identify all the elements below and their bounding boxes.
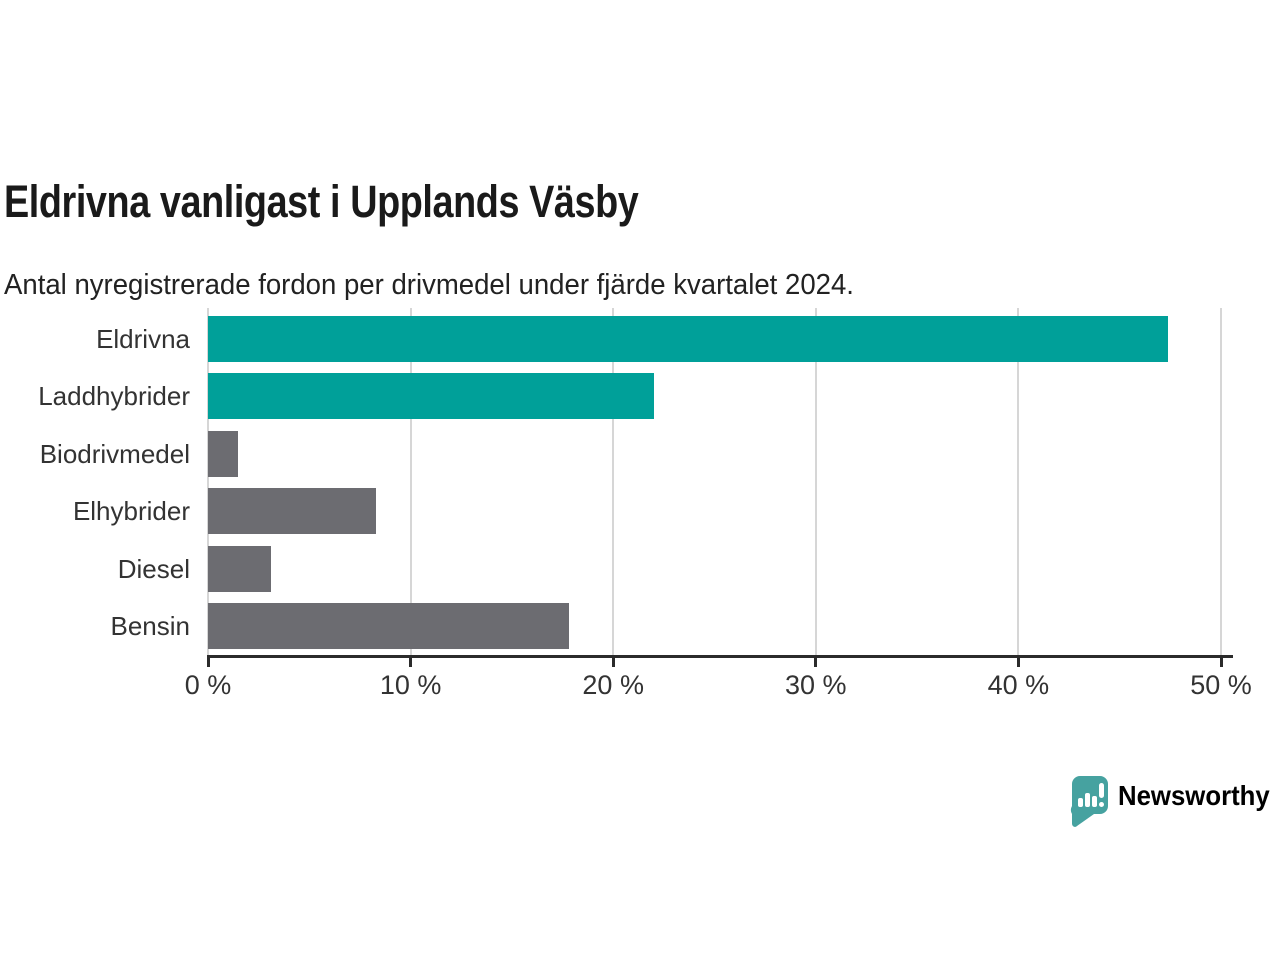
x-tick-mark-40: [1016, 658, 1020, 667]
x-tick-mark-30: [814, 658, 818, 667]
x-tick-mark-50: [1219, 658, 1223, 667]
x-tick-label-30: 30 %: [785, 670, 847, 700]
chart-subtitle: Antal nyregistrerade fordon per drivmede…: [4, 269, 854, 301]
category-label-diesel: Diesel: [117, 553, 190, 584]
bar-eldrivna: [208, 316, 1169, 362]
gridline-40: [1017, 308, 1020, 655]
category-label-elhybrider: Elhybrider: [72, 496, 190, 527]
gridline-50: [1220, 308, 1222, 655]
x-tick-mark-20: [611, 658, 615, 667]
x-tick-label-50: 50 %: [1190, 670, 1252, 700]
bar-bensin: [208, 603, 569, 649]
category-label-bensin: Bensin: [110, 611, 191, 641]
bar-elhybrider: [208, 488, 377, 535]
category-label-laddhybrider: Laddhybrider: [38, 381, 190, 412]
x-tick-label-20: 20 %: [582, 670, 644, 700]
x-tick-label-40: 40 %: [987, 670, 1050, 700]
bar-biodrivmedel: [208, 430, 239, 477]
category-label-biodrivmedel: Biodrivmedel: [39, 438, 190, 469]
chart-title: Eldrivna vanligast i Upplands Väsby: [4, 176, 639, 228]
x-tick-mark-0: [206, 658, 210, 667]
gridline-20: [612, 308, 615, 655]
bar-laddhybrider: [208, 373, 654, 420]
bar-diesel: [208, 545, 271, 592]
newsworthy-speech-bubble-chart-icon: [1070, 776, 1108, 827]
newsworthy-logo: Newsworthy: [1068, 772, 1280, 834]
gridline-10: [409, 308, 412, 655]
category-label-eldrivna: Eldrivna: [96, 324, 190, 354]
x-tick-label-0: 0 %: [184, 670, 232, 700]
brand-wordmark: Newsworthy: [1118, 780, 1270, 811]
gridline-30: [814, 308, 817, 655]
x-tick-label-10: 10 %: [379, 670, 442, 700]
gridline-0: [207, 308, 209, 655]
x-tick-mark-10: [409, 658, 413, 667]
x-axis-line: [207, 655, 1233, 658]
